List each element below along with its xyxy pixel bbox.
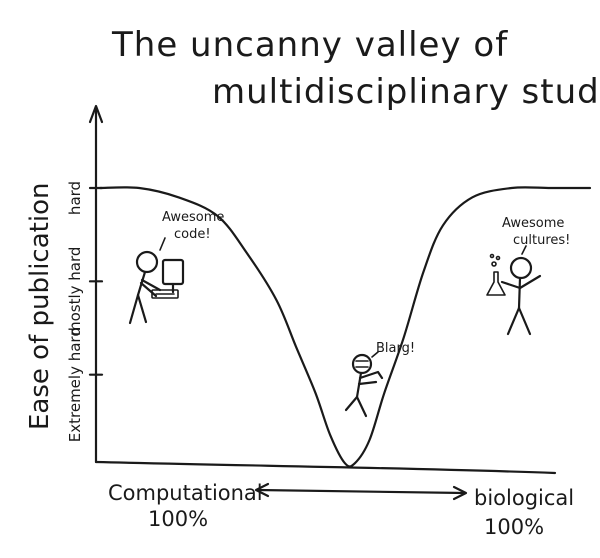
y-tick-label-2: mostly hard bbox=[66, 247, 84, 336]
annotation-awesome-code-line-2: code! bbox=[174, 227, 211, 242]
x-endpoint-right-label: biological bbox=[474, 486, 574, 510]
chart-title-line-1: The uncanny valley of bbox=[111, 25, 508, 65]
annotation-blarg: Blarg! bbox=[376, 341, 415, 356]
y-axis-label: Ease of publication bbox=[25, 183, 55, 430]
x-direction-arrow bbox=[254, 482, 468, 501]
x-endpoint-right-percent: 100% bbox=[484, 515, 544, 539]
x-axis-line bbox=[94, 460, 557, 475]
stick-figure-with-flask bbox=[486, 245, 542, 336]
x-endpoint-left-percent: 100% bbox=[148, 507, 208, 531]
annotation-awesome-cultures-line-1: Awesome bbox=[502, 216, 564, 231]
series-line-valley bbox=[98, 186, 592, 468]
y-tick-label-3: hard bbox=[66, 181, 84, 215]
y-axis-arrowhead bbox=[88, 104, 104, 124]
zombie-stick-figure bbox=[344, 351, 384, 418]
annotation-awesome-cultures-line-2: cultures! bbox=[513, 233, 570, 248]
x-endpoint-left-label: Computational bbox=[108, 481, 263, 505]
stick-figure-at-computer bbox=[128, 237, 185, 325]
annotation-awesome-code-line-1: Awesome bbox=[162, 210, 224, 225]
y-tick-label-1: Extremely hard bbox=[66, 327, 84, 442]
chart-title-line-2: multidisciplinary studies bbox=[212, 72, 600, 112]
